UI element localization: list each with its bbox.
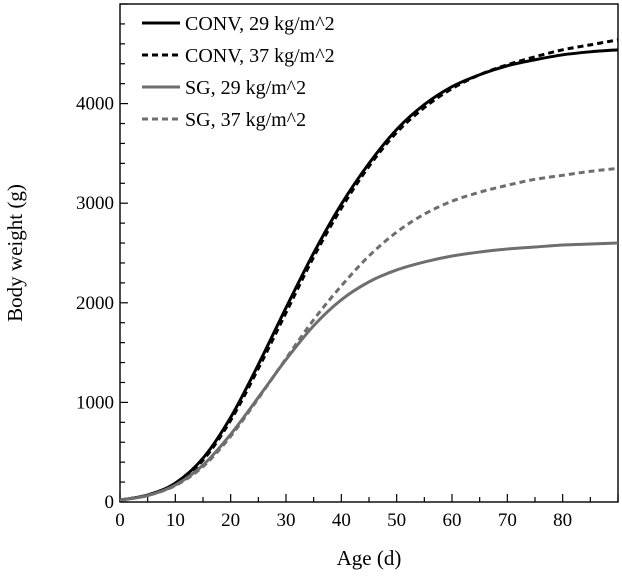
legend-label-3: SG, 29 kg/m^2 <box>185 77 306 99</box>
series-line-3 <box>119 241 619 502</box>
x-axis-title: Age (d) <box>337 546 402 570</box>
y-tick-label: 3000 <box>76 193 114 214</box>
x-tick-label: 40 <box>332 510 351 531</box>
x-tick-label: 10 <box>166 510 185 531</box>
legend-label-4: SG, 37 kg/m^2 <box>185 109 306 131</box>
legend: CONV, 29 kg/m^2 CONV, 37 kg/m^2 SG, 29 kg/… <box>142 13 335 131</box>
x-tick-label: 70 <box>498 510 517 531</box>
x-tick-label: 50 <box>387 510 406 531</box>
y-axis-title: Body weight (g) <box>3 184 27 322</box>
series-line-1 <box>119 48 619 502</box>
series-lines <box>119 38 619 502</box>
x-tick-label: 30 <box>277 510 296 531</box>
x-tick-label: 60 <box>443 510 462 531</box>
legend-label-2: CONV, 37 kg/m^2 <box>185 45 335 67</box>
y-tick-label: 1000 <box>76 392 114 413</box>
y-tick-label: 0 <box>105 492 115 513</box>
x-tick-label: 80 <box>553 510 572 531</box>
y-tick-label: 2000 <box>76 293 114 314</box>
series-line-4 <box>119 166 619 502</box>
axes: 0 10 20 30 40 50 60 70 80 0 1000 2000 3000 4000 Age (d… <box>3 3 619 570</box>
x-tick-label: 0 <box>115 510 125 531</box>
y-tick-label: 4000 <box>76 94 114 115</box>
legend-label-1: CONV, 29 kg/m^2 <box>185 13 335 35</box>
x-tick-label: 20 <box>221 510 240 531</box>
series-line-2 <box>119 38 619 502</box>
